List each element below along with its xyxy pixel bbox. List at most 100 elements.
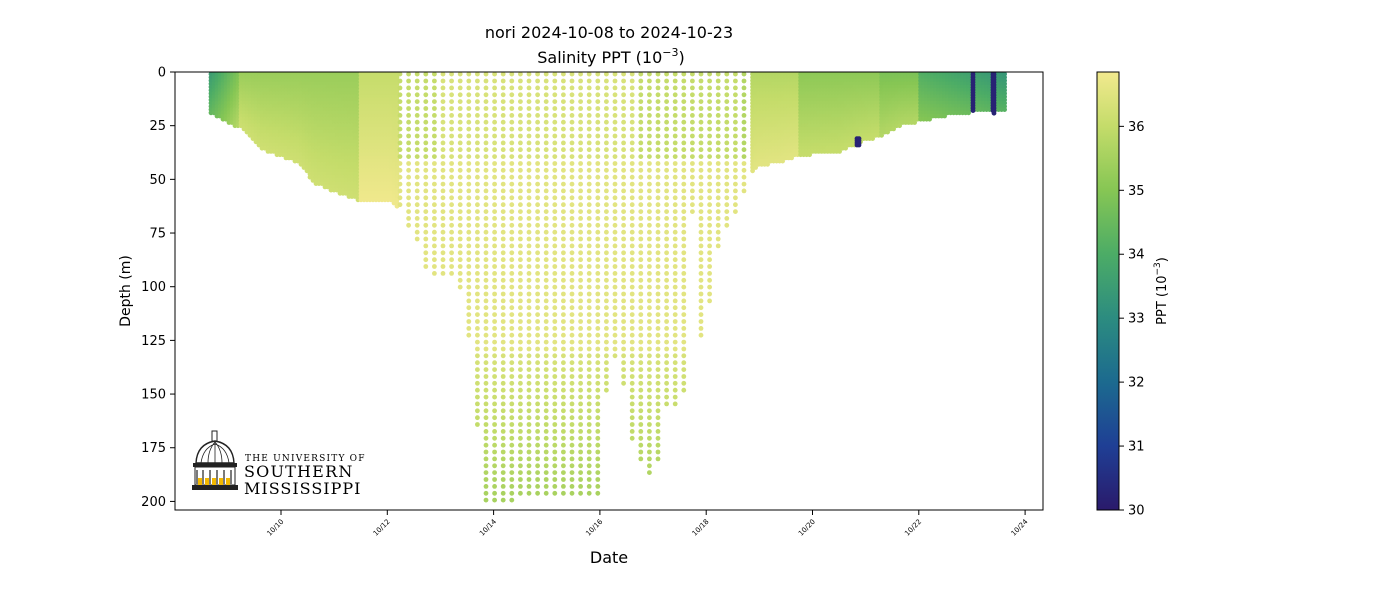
data-point: [629, 319, 635, 324]
data-point: [578, 394, 583, 400]
data-point: [543, 442, 549, 448]
data-point: [406, 202, 411, 208]
data-point: [552, 277, 558, 283]
data-point: [655, 442, 661, 448]
data-point: [586, 319, 592, 324]
data-point: [638, 92, 644, 98]
data-point: [440, 106, 446, 111]
data-point: [397, 99, 403, 104]
data-point: [543, 326, 549, 331]
data-point: [586, 161, 592, 166]
data-point: [432, 250, 437, 256]
data-point: [440, 181, 446, 187]
data-point: [440, 92, 446, 98]
data-point: [586, 305, 592, 311]
data-point: [518, 305, 523, 311]
data-point: [526, 195, 532, 201]
data-point: [535, 387, 540, 393]
data-point: [561, 353, 566, 359]
data-point: [638, 216, 644, 221]
data-point: [526, 326, 532, 331]
data-point: [475, 332, 480, 338]
data-point: [552, 284, 558, 290]
data-point: [483, 339, 489, 345]
data-point: [535, 415, 540, 421]
data-point: [638, 257, 644, 263]
data-point: [423, 195, 429, 201]
data-point: [509, 195, 515, 201]
data-point: [595, 401, 601, 407]
data-point: [664, 353, 669, 359]
data-point: [561, 360, 566, 366]
data-point: [707, 140, 712, 146]
data-point: [552, 209, 558, 215]
data-point: [621, 277, 626, 283]
data-point: [715, 147, 721, 153]
data-point: [432, 119, 437, 125]
data-point: [629, 353, 635, 359]
data-point: [629, 394, 635, 400]
data-point: [526, 140, 532, 146]
data-point: [475, 257, 480, 263]
data-point: [449, 106, 454, 111]
data-point: [440, 229, 446, 235]
data-point: [595, 477, 601, 482]
data-point: [569, 236, 575, 242]
data-point: [707, 250, 712, 256]
data-point: [578, 291, 583, 297]
data-point: [698, 167, 704, 173]
data-point: [664, 106, 669, 111]
data-point: [638, 147, 644, 153]
data-point: [526, 78, 532, 84]
data-point: [664, 346, 669, 352]
data-point: [423, 167, 429, 173]
data-point: [483, 216, 489, 221]
data-point: [492, 113, 497, 118]
data-point: [595, 222, 601, 228]
data-point: [483, 456, 489, 462]
data-point: [509, 167, 515, 173]
data-point: [647, 250, 652, 256]
data-point: [500, 167, 506, 173]
data-point: [655, 319, 661, 324]
data-point: [500, 257, 506, 263]
data-point: [569, 181, 575, 187]
data-point: [681, 147, 687, 153]
data-point: [647, 257, 652, 263]
data-point: [690, 147, 695, 153]
data-point: [612, 305, 618, 311]
data-point: [423, 209, 429, 215]
data-point: [741, 126, 747, 132]
data-point: [509, 353, 515, 359]
data-point: [604, 367, 609, 372]
data-point: [647, 312, 652, 317]
data-point: [518, 346, 523, 352]
data-point: [578, 339, 583, 345]
data-point: [543, 360, 549, 366]
data-point: [586, 284, 592, 290]
data-point: [449, 174, 454, 180]
data-point: [414, 113, 420, 118]
data-point: [724, 195, 730, 201]
data-point: [698, 92, 704, 98]
data-point: [612, 271, 618, 276]
data-point: [561, 216, 566, 221]
data-point: [741, 92, 747, 98]
data-point: [638, 99, 644, 104]
data-point: [586, 484, 592, 489]
data-point: [672, 85, 678, 91]
data-point: [595, 326, 601, 331]
data-point: [621, 319, 626, 324]
data-point: [733, 126, 738, 132]
data-point: [518, 147, 523, 153]
data-point: [535, 339, 540, 345]
data-point: [647, 463, 652, 469]
data-point: [604, 161, 609, 166]
data-point: [733, 181, 738, 187]
data-point: [440, 119, 446, 125]
data-point: [414, 126, 420, 132]
data-point: [483, 326, 489, 331]
data-point: [518, 236, 523, 242]
data-point: [647, 429, 652, 434]
data-point: [595, 291, 601, 297]
